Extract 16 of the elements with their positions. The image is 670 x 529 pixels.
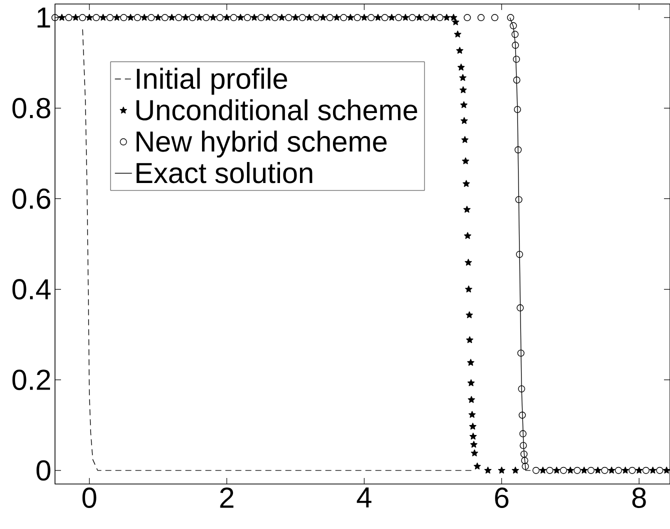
legend-label: Exact solution — [136, 162, 312, 184]
y-tick-label: 0.8 — [12, 98, 50, 118]
legend-label: Unconditional scheme — [136, 99, 418, 120]
line-series — [510, 17, 531, 471]
y-tick-label: 0.6 — [12, 188, 50, 209]
y-tick-label: 0.4 — [12, 279, 51, 300]
x-tick-label: 6 — [495, 488, 508, 508]
x-tick-label: 4 — [356, 488, 372, 508]
legend-label: New hybrid scheme — [136, 130, 387, 158]
y-tick-label: 1 — [38, 8, 50, 28]
x-tick-label: 2 — [220, 488, 234, 508]
y-tick-label: 0.2 — [12, 370, 50, 390]
x-tick-label: 8 — [632, 488, 646, 508]
x-tick-label: 0 — [82, 488, 96, 508]
y-tick-label: 0 — [36, 460, 50, 481]
legend-label: Initial profile — [136, 68, 288, 95]
